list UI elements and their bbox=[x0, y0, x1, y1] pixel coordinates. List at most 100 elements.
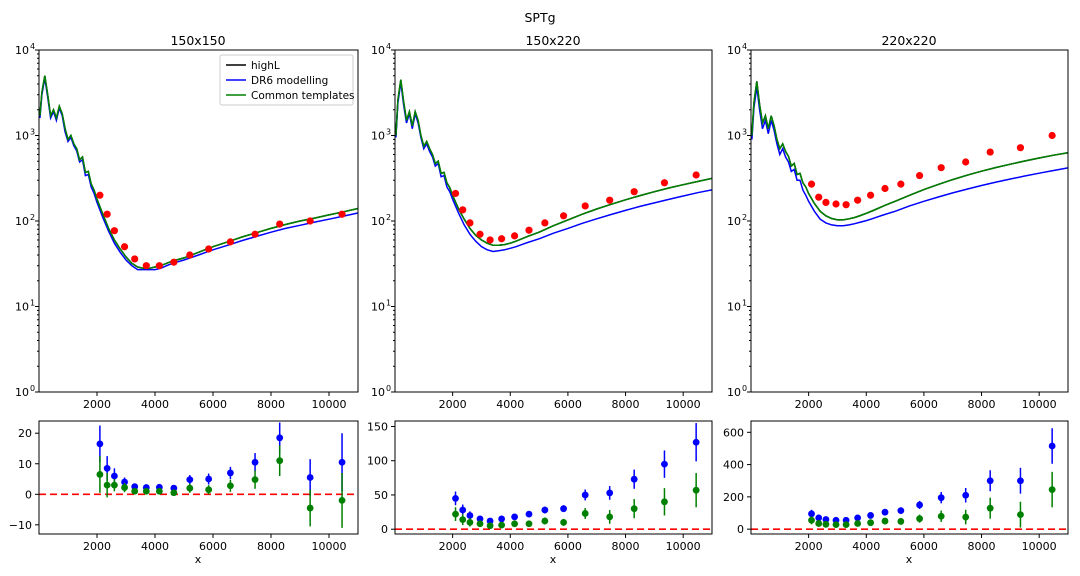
point-dr6-modelling bbox=[103, 464, 111, 472]
data-point bbox=[854, 196, 862, 204]
y-tick-label: 400 bbox=[723, 459, 744, 472]
point-common-templates bbox=[511, 520, 518, 528]
y-tick-label: 200 bbox=[723, 491, 744, 504]
legend-label-common: Common templates bbox=[251, 90, 355, 102]
point-common-templates bbox=[452, 510, 459, 518]
x-tick-label: 4000 bbox=[496, 398, 524, 411]
x-tick-label: 6000 bbox=[554, 540, 582, 553]
point-dr6-modelling bbox=[205, 475, 213, 483]
x-tick-label: 6000 bbox=[910, 398, 938, 411]
x-tick-label: 2000 bbox=[83, 540, 111, 553]
x-tick-label: 10000 bbox=[666, 398, 701, 411]
x-tick-label: 2000 bbox=[439, 398, 467, 411]
point-common-templates bbox=[131, 487, 139, 495]
data-point bbox=[866, 191, 875, 199]
y-tick-label: 10 bbox=[371, 44, 385, 57]
point-common-templates bbox=[486, 522, 494, 530]
point-dr6-modelling bbox=[881, 508, 889, 516]
axes-frame bbox=[750, 420, 1069, 535]
x-tick-label: 6000 bbox=[910, 540, 938, 553]
legend-label-highl: highL bbox=[251, 60, 280, 72]
point-dr6-modelling bbox=[808, 510, 815, 518]
y-tick-label: 50 bbox=[374, 489, 388, 502]
point-common-templates bbox=[808, 516, 815, 524]
y-tick-exponent: 4 bbox=[742, 42, 747, 51]
data-point bbox=[96, 191, 104, 199]
panel-title-150x220: 150x220 bbox=[525, 33, 580, 48]
point-common-templates bbox=[692, 486, 700, 494]
x-tick-label: 4000 bbox=[141, 540, 169, 553]
point-common-templates bbox=[466, 518, 474, 526]
point-dr6-modelling bbox=[498, 515, 506, 523]
point-common-templates bbox=[170, 489, 178, 497]
x-tick-label: 4000 bbox=[141, 398, 169, 411]
series-line-dr6-modelling bbox=[395, 82, 712, 253]
axes-frame bbox=[394, 49, 713, 393]
point-common-templates bbox=[121, 484, 128, 491]
y-tick-exponent: 2 bbox=[742, 213, 747, 222]
data-point bbox=[155, 262, 163, 270]
y-tick-exponent: 3 bbox=[742, 128, 747, 137]
point-dr6-modelling bbox=[822, 516, 830, 523]
panel-title-220x220: 220x220 bbox=[881, 33, 936, 48]
data-point bbox=[120, 243, 129, 251]
axes-frame bbox=[38, 420, 359, 535]
series-line-dr6-modelling bbox=[751, 86, 1068, 227]
point-common-templates bbox=[525, 520, 533, 528]
point-common-templates bbox=[306, 504, 314, 512]
point-common-templates bbox=[498, 521, 506, 529]
point-dr6-modelling bbox=[525, 510, 533, 518]
data-point bbox=[170, 258, 178, 266]
data-point bbox=[881, 184, 889, 193]
point-dr6-modelling bbox=[1017, 477, 1024, 485]
point-common-templates bbox=[186, 484, 194, 492]
data-point bbox=[937, 164, 945, 172]
data-point bbox=[815, 193, 823, 201]
point-dr6-modelling bbox=[986, 477, 994, 485]
point-common-templates bbox=[338, 497, 346, 504]
point-common-templates bbox=[1017, 511, 1024, 519]
data-point bbox=[142, 262, 150, 270]
point-dr6-modelling bbox=[511, 513, 518, 521]
x-tick-label: 4000 bbox=[852, 398, 880, 411]
point-dr6-modelling bbox=[630, 475, 638, 483]
plot-area bbox=[395, 423, 712, 531]
x-tick-label: 10000 bbox=[666, 540, 701, 553]
data-point bbox=[131, 255, 139, 263]
data-point bbox=[822, 198, 830, 207]
point-common-templates bbox=[541, 517, 549, 525]
data-point bbox=[962, 158, 970, 166]
series-line-common-templates bbox=[39, 75, 358, 270]
point-common-templates bbox=[251, 476, 259, 484]
y-tick-label: 0 bbox=[25, 488, 32, 501]
panel-bottom-150x150: 2000 4000 6000 8000 10000 −10 0 10 20 x bbox=[9, 420, 359, 566]
point-common-templates bbox=[155, 487, 163, 495]
plot-area bbox=[751, 428, 1068, 530]
point-common-templates bbox=[986, 504, 994, 512]
data-point bbox=[226, 238, 234, 246]
data-point bbox=[276, 220, 284, 228]
point-common-templates bbox=[815, 520, 823, 527]
point-dr6-modelling bbox=[186, 476, 194, 484]
y-tick-label: 0 bbox=[381, 523, 388, 536]
point-dr6-modelling bbox=[815, 514, 823, 522]
x-axis-label: x bbox=[195, 553, 202, 566]
residual-plot-150x150: 2000 4000 6000 8000 10000 −10 0 10 20 bbox=[9, 420, 359, 553]
point-common-templates bbox=[881, 517, 889, 525]
x-axis-label: x bbox=[550, 553, 557, 566]
point-common-templates bbox=[205, 486, 213, 494]
data-point bbox=[1048, 131, 1056, 140]
data-point bbox=[110, 227, 118, 235]
y-tick-label: 10 bbox=[727, 215, 741, 228]
point-common-templates bbox=[606, 513, 614, 521]
axes-frame bbox=[394, 420, 713, 535]
point-dr6-modelling bbox=[1048, 442, 1056, 450]
data-point bbox=[541, 219, 549, 227]
point-dr6-modelling bbox=[486, 517, 494, 525]
panel-title-150x150: 150x150 bbox=[170, 33, 225, 48]
